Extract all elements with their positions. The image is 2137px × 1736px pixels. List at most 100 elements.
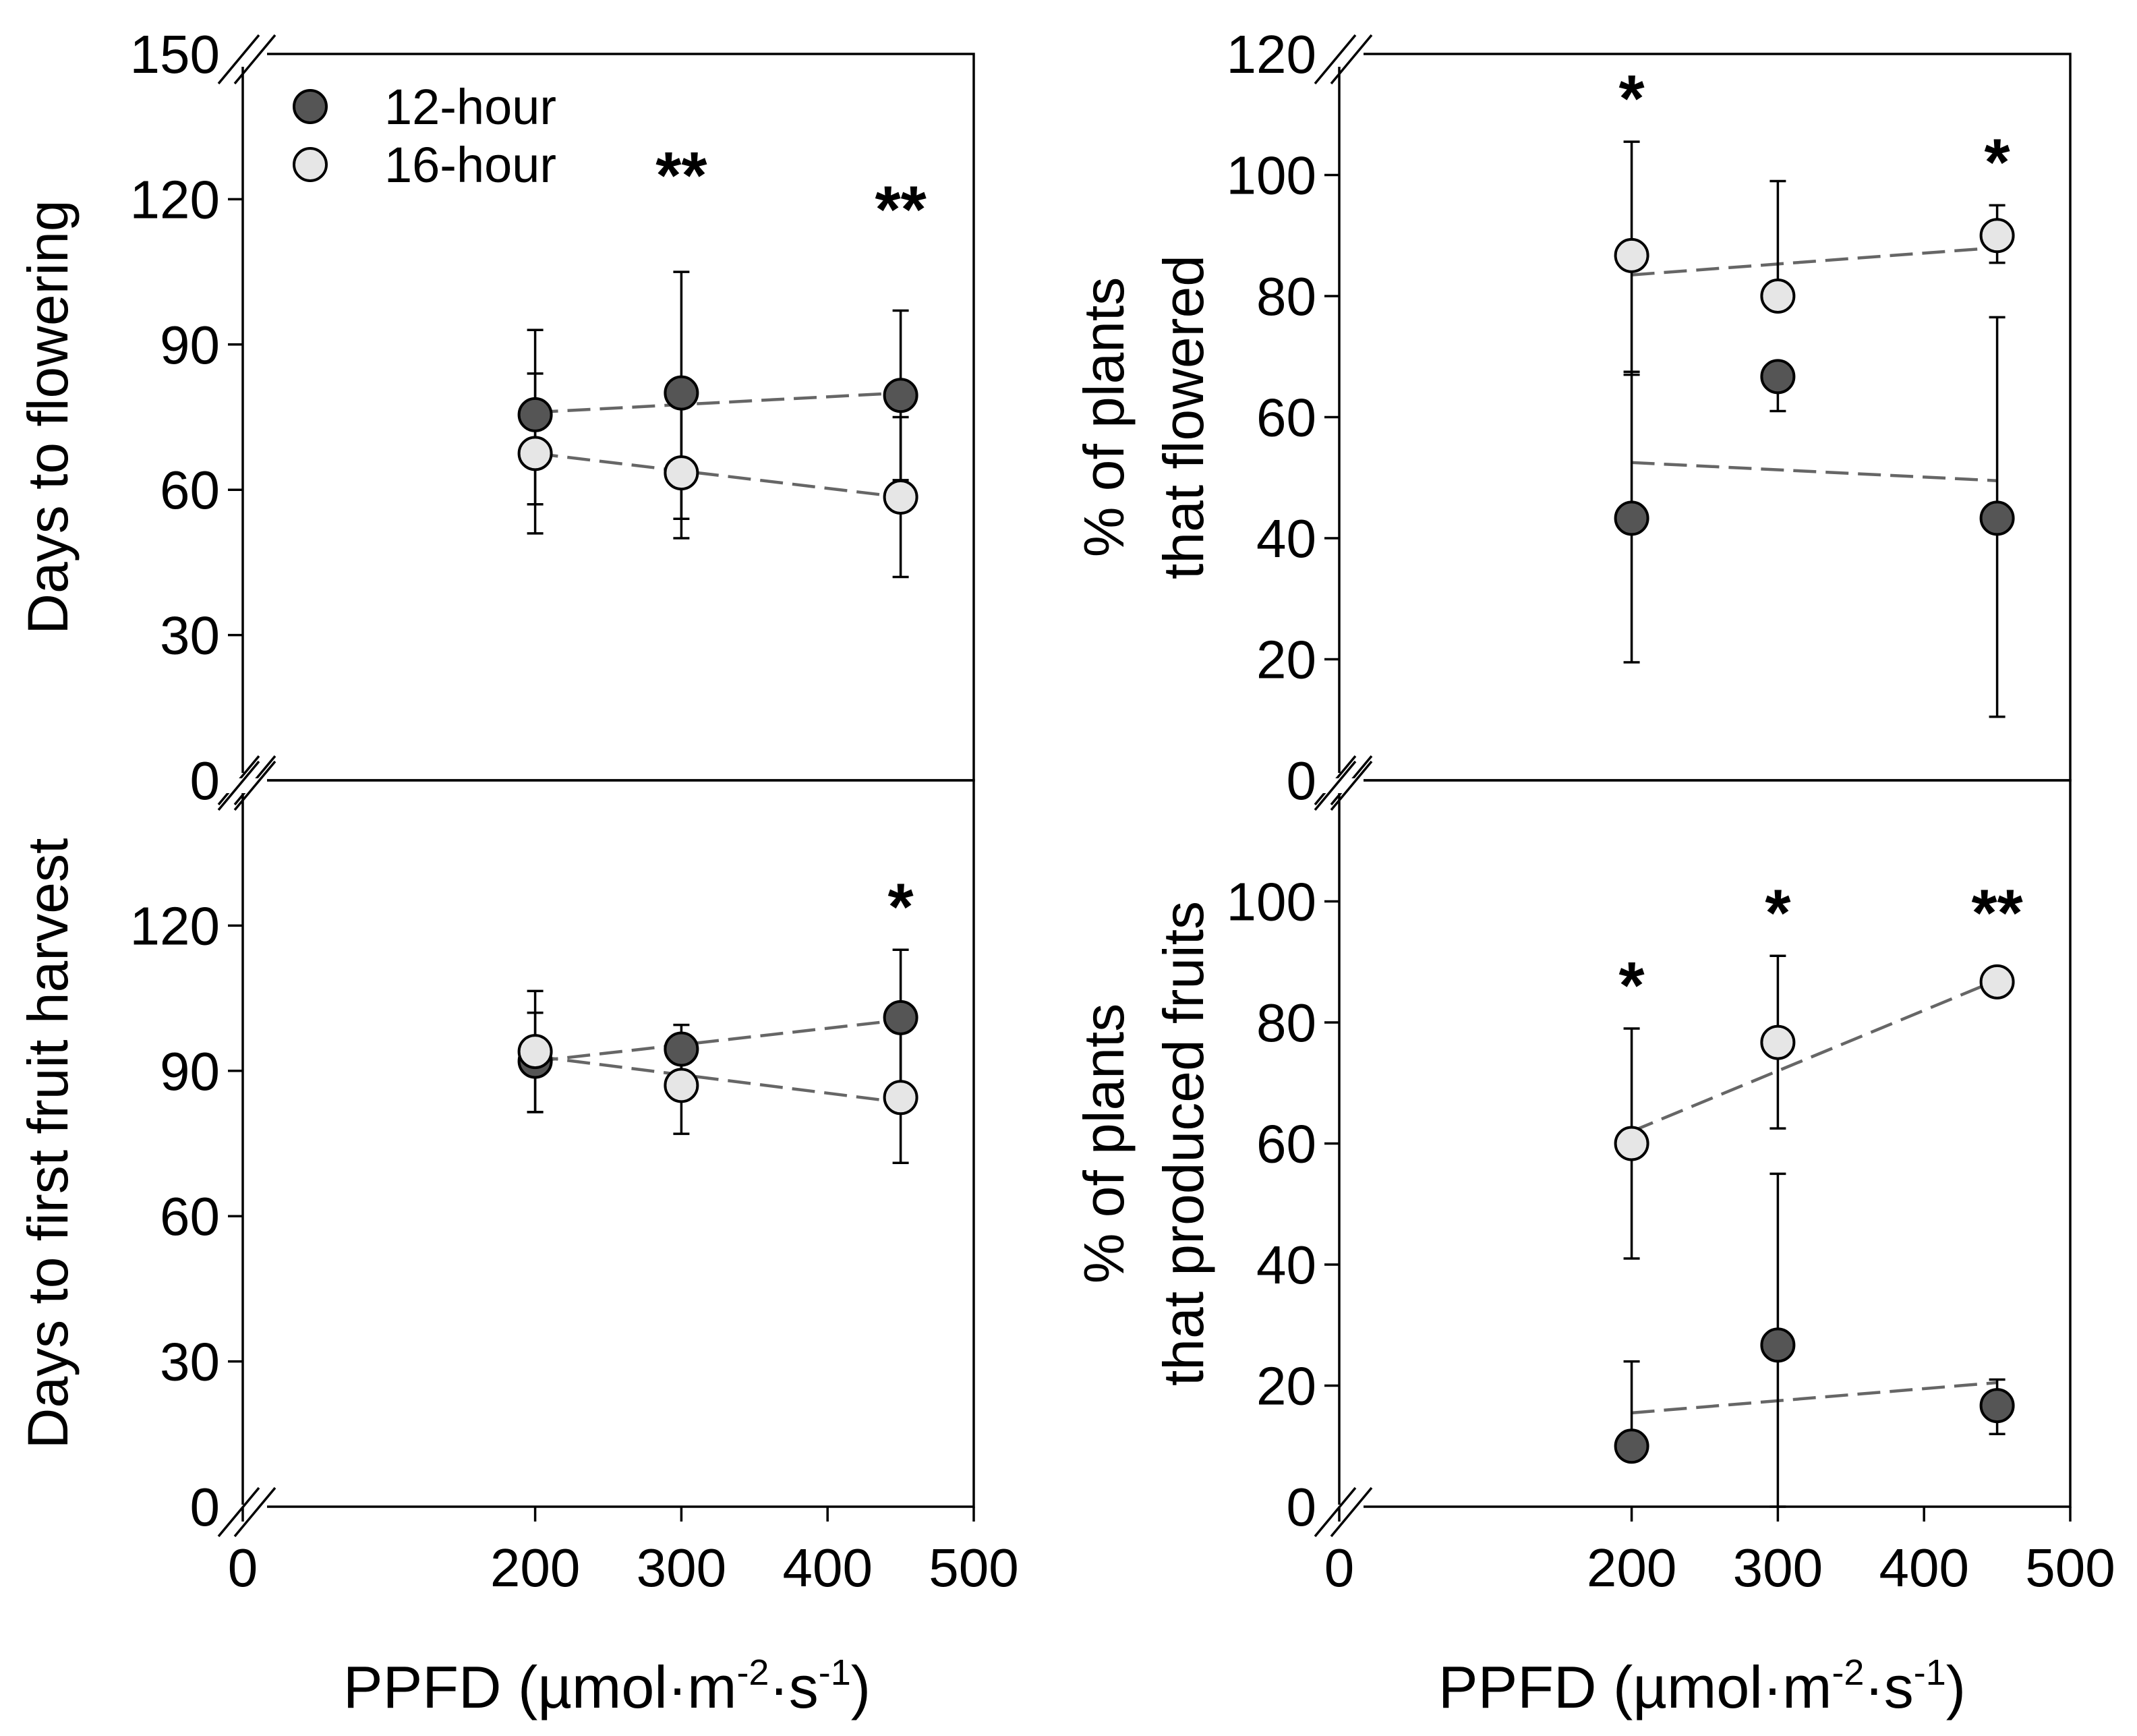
- days-to-first-fruit-harvest-ylabel-line-1: Days to first fruit harvest: [16, 838, 80, 1449]
- percent-produced-fruits-ybreak-top-stroke-a: [1314, 760, 1357, 811]
- days-to-flowering-ytick-label: 60: [160, 460, 220, 520]
- days-to-first-fruit-harvest-ytick-label: 90: [160, 1041, 220, 1101]
- percent-produced-fruits-ybreak-bottom-stroke-b: [1330, 1486, 1373, 1538]
- percent-flowered-point-12h-450: [1979, 500, 2015, 536]
- days-to-first-fruit-harvest-xtick-label: 400: [782, 1538, 872, 1598]
- percent-flowered-ytick-label: 40: [1256, 509, 1316, 569]
- percent-flowered-ytick-label: 80: [1256, 266, 1316, 326]
- percent-produced-fruits-ybreak-top-gap: [1323, 778, 1364, 793]
- percent-produced-fruits-point-12h-200: [1614, 1428, 1649, 1464]
- percent-flowered-significance-200: *: [1619, 61, 1645, 136]
- panel-days-to-flowering: 0 30 60 90 120 150 Days to flowering ** ** 12-hou…: [16, 24, 975, 811]
- days-to-first-fruit-harvest-point-16h-450: [883, 1080, 918, 1116]
- percent-produced-fruits-ytick-label: 20: [1256, 1356, 1316, 1416]
- days-to-flowering-point-16h-200: [517, 436, 553, 471]
- percent-produced-fruits-significance-300: *: [1765, 875, 1791, 950]
- days-to-flowering-ytick-label: 30: [160, 606, 220, 666]
- days-to-first-fruit-harvest-frame: [241, 779, 975, 1508]
- days-to-flowering-ytick-label: 90: [160, 315, 220, 375]
- percent-produced-fruits-trend-16h: [1631, 979, 1998, 1133]
- percent-produced-fruits-xtick-label: 0: [1324, 1538, 1355, 1598]
- percent-produced-fruits-significance-200: *: [1619, 948, 1645, 1022]
- legend-marker-12h: [293, 89, 328, 124]
- percent-produced-fruits-point-16h-300: [1760, 1024, 1796, 1060]
- days-to-first-fruit-harvest-xtick-label: 300: [637, 1538, 726, 1598]
- days-to-first-fruit-harvest-point-12h-300: [664, 1031, 699, 1067]
- percent-flowered-point-16h-450: [1979, 218, 2015, 254]
- days-to-flowering-ylabel-line-1: Days to flowering: [16, 200, 80, 634]
- percent-produced-fruits-significance-450: **: [1971, 875, 2023, 950]
- percent-produced-fruits-ytick-label: 100: [1227, 872, 1316, 932]
- percent-flowered-ytick-label: 20: [1256, 630, 1316, 690]
- percent-produced-fruits-point-12h-300: [1760, 1327, 1796, 1363]
- percent-flowered-ybreak-top-stroke-a: [1314, 34, 1357, 85]
- percent-flowered-ytick-label: 120: [1227, 24, 1316, 84]
- percent-flowered-ybreak-top-stroke-b: [1330, 34, 1373, 85]
- percent-produced-fruits-xtick-label: 400: [1879, 1538, 1968, 1598]
- days-to-flowering-point-12h-200: [517, 397, 553, 432]
- days-to-first-fruit-harvest-ybreak-top-stroke-a: [217, 760, 260, 811]
- days-to-first-fruit-harvest-ybreak-bottom-gap: [227, 1505, 267, 1520]
- days-to-first-fruit-harvest-ybreak-top-gap: [227, 778, 267, 793]
- percent-flowered-significance-450: *: [1985, 125, 2011, 199]
- percent-flowered-ylabel-line-1: % of plants: [1072, 277, 1136, 558]
- percent-produced-fruits-point-16h-200: [1614, 1126, 1649, 1161]
- percent-produced-fruits-xtick-label: 500: [2025, 1538, 2115, 1598]
- percent-produced-fruits-ylabel-line-1: % of plants: [1072, 1004, 1136, 1284]
- percent-flowered-ybreak-top-gap: [1323, 52, 1364, 67]
- panel-days-to-first-fruit-harvest: 0 30 60 90 120 0 200 300 400 500 Days to first fru…: [16, 760, 1019, 1598]
- days-to-first-fruit-harvest-ytick-label: 120: [130, 896, 220, 956]
- days-to-flowering-point-12h-450: [883, 378, 918, 413]
- percent-flowered-point-12h-300: [1760, 359, 1796, 395]
- percent-flowered-ylabel-line-2: that flowered: [1152, 255, 1215, 579]
- percent-produced-fruits-xtick-label: 300: [1733, 1538, 1823, 1598]
- percent-flowered-point-12h-200: [1614, 500, 1649, 536]
- panel-percent-flowered: 0 20 40 60 80 100 120 % of plants that flowered *…: [1072, 24, 2072, 811]
- days-to-flowering-significance-450: **: [875, 172, 927, 246]
- percent-flowered-ytick-label: 0: [1287, 751, 1317, 811]
- percent-flowered-ytick-label: 60: [1256, 388, 1316, 448]
- days-to-flowering-trend-16h: [535, 452, 901, 499]
- percent-flowered-trend-16h: [1631, 245, 1997, 277]
- days-to-flowering-point-16h-300: [664, 455, 699, 491]
- days-to-first-fruit-harvest-significance-450: *: [888, 869, 914, 944]
- percent-flowered-trend-12h: [1631, 461, 1997, 482]
- percent-flowered-point-16h-200: [1614, 237, 1649, 273]
- percent-produced-fruits-ytick-label: 0: [1287, 1477, 1317, 1537]
- days-to-first-fruit-harvest-ytick-label: 30: [160, 1332, 220, 1392]
- days-to-flowering-ybreak-top-stroke-b: [233, 34, 276, 85]
- days-to-flowering-trend-12h: [535, 391, 901, 414]
- days-to-first-fruit-harvest-trend-16h: [535, 1055, 901, 1104]
- days-to-flowering-ytick-label: 120: [130, 169, 220, 229]
- days-to-first-fruit-harvest-trend-12h: [535, 1018, 901, 1063]
- percent-produced-fruits-trend-12h: [1631, 1381, 1997, 1415]
- percent-produced-fruits-ytick-label: 80: [1256, 993, 1316, 1053]
- panel-percent-produced-fruits: 0 20 40 60 80 100 0 200 300 400 500 % of plants that…: [1072, 760, 2115, 1598]
- days-to-first-fruit-harvest-ybreak-top-stroke-b: [233, 760, 276, 811]
- days-to-flowering-ybreak-top-gap: [227, 52, 267, 67]
- days-to-first-fruit-harvest-ybreak-bottom-stroke-b: [233, 1486, 276, 1538]
- percent-produced-fruits-ytick-label: 40: [1256, 1235, 1316, 1295]
- days-to-first-fruit-harvest-ytick-label: 60: [160, 1186, 220, 1246]
- days-to-first-fruit-harvest-ytick-label: 0: [190, 1477, 221, 1537]
- days-to-first-fruit-harvest-xtick-label: 200: [490, 1538, 580, 1598]
- percent-produced-fruits-ybreak-bottom-gap: [1323, 1505, 1364, 1520]
- percent-flowered-point-16h-300: [1760, 279, 1796, 314]
- days-to-first-fruit-harvest-point-12h-450: [883, 1000, 918, 1035]
- percent-flowered-ytick-label: 100: [1227, 146, 1316, 206]
- percent-flowered-frame: [1338, 53, 2072, 782]
- days-to-flowering-ybreak-top-stroke-a: [217, 34, 260, 85]
- legend-marker-16h: [293, 147, 328, 182]
- x-axis-title-right: PPFD (µmol·m-2·s-1): [1438, 1652, 1966, 1720]
- percent-produced-fruits-ybreak-bottom-stroke-a: [1314, 1486, 1357, 1538]
- days-to-first-fruit-harvest-point-16h-300: [664, 1068, 699, 1103]
- x-axis-title-left: PPFD (µmol·m-2·s-1): [343, 1652, 871, 1720]
- days-to-flowering-point-16h-450: [883, 479, 918, 515]
- days-to-first-fruit-harvest-xtick-label: 500: [929, 1538, 1018, 1598]
- percent-produced-fruits-ylabel-line-2: that produced fruits: [1152, 901, 1215, 1386]
- days-to-flowering-point-12h-300: [664, 375, 699, 411]
- percent-produced-fruits-ytick-label: 60: [1256, 1114, 1316, 1174]
- percent-produced-fruits-xtick-label: 200: [1587, 1538, 1676, 1598]
- days-to-first-fruit-harvest-point-16h-200: [517, 1034, 553, 1070]
